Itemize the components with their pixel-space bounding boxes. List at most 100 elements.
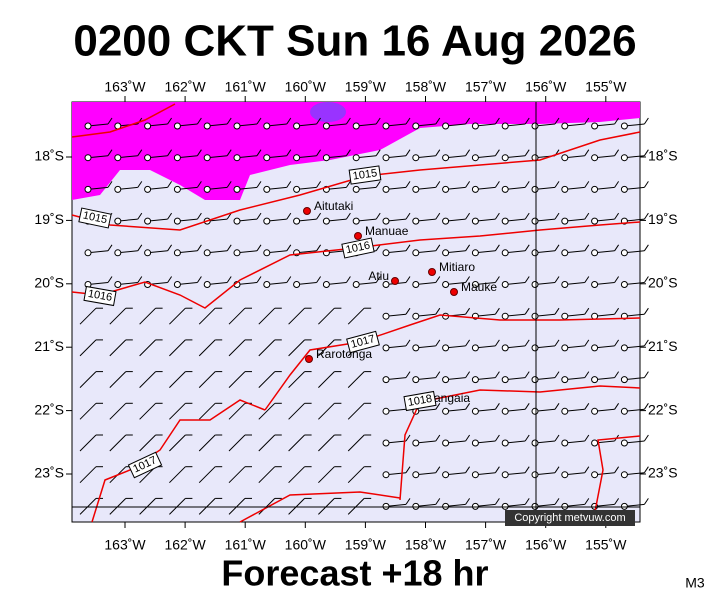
barb-flag bbox=[643, 244, 649, 252]
barb-staff bbox=[228, 307, 246, 325]
barb-staff bbox=[109, 339, 127, 357]
station bbox=[620, 502, 628, 510]
barb-staff bbox=[288, 339, 305, 357]
station bbox=[471, 376, 479, 384]
barb-flag bbox=[405, 498, 411, 505]
station bbox=[620, 407, 628, 415]
barb-flag bbox=[107, 117, 113, 125]
barb-flag bbox=[226, 212, 232, 220]
station bbox=[501, 439, 509, 447]
station bbox=[144, 249, 152, 257]
station bbox=[114, 281, 122, 288]
station bbox=[531, 281, 539, 288]
place-name: Manuae bbox=[365, 224, 409, 238]
barb-flag bbox=[524, 498, 530, 505]
barb-staff bbox=[228, 498, 246, 515]
barb-flag bbox=[375, 117, 381, 125]
station bbox=[293, 217, 301, 225]
barb-staff bbox=[228, 371, 246, 388]
station bbox=[561, 376, 569, 384]
station bbox=[591, 249, 599, 257]
barb-flag bbox=[643, 149, 649, 156]
barb-staff bbox=[318, 466, 335, 484]
lat-label: 21˚S bbox=[34, 338, 64, 354]
station bbox=[382, 344, 390, 352]
lat-label: 19˚S bbox=[34, 211, 64, 227]
lon-label: 162˚W bbox=[164, 537, 206, 553]
place-name: Mauke bbox=[461, 280, 497, 294]
station bbox=[471, 281, 479, 288]
barb-staff bbox=[347, 434, 365, 452]
barb-flag bbox=[465, 403, 471, 410]
station bbox=[412, 281, 420, 288]
isobar-label-box bbox=[83, 285, 117, 307]
barb-flag bbox=[643, 307, 649, 315]
barb-flag bbox=[137, 181, 143, 188]
barb-flag bbox=[226, 244, 232, 252]
station bbox=[352, 281, 360, 288]
barb-flag bbox=[494, 212, 500, 220]
station bbox=[531, 122, 539, 130]
barb-flag bbox=[614, 276, 620, 283]
station bbox=[591, 217, 599, 225]
barb-flag bbox=[465, 181, 471, 188]
station bbox=[620, 249, 628, 257]
station bbox=[591, 376, 599, 384]
station bbox=[471, 185, 479, 193]
barb-flag bbox=[614, 244, 620, 252]
station bbox=[263, 217, 271, 225]
barb-staff bbox=[109, 371, 127, 388]
barb-staff bbox=[318, 498, 335, 515]
station bbox=[501, 312, 509, 320]
barb-flag bbox=[494, 371, 500, 378]
barb-staff bbox=[169, 371, 186, 388]
station bbox=[591, 122, 599, 130]
barb-flag bbox=[316, 212, 322, 220]
barb-staff bbox=[288, 307, 305, 325]
station bbox=[501, 217, 509, 225]
rain-area bbox=[72, 102, 640, 200]
copyright-box bbox=[505, 510, 635, 526]
place-dot bbox=[305, 355, 313, 363]
barb-flag bbox=[435, 117, 441, 125]
barb-staff bbox=[347, 498, 365, 515]
station bbox=[382, 439, 390, 447]
barb-flag bbox=[643, 276, 649, 283]
station bbox=[412, 154, 420, 162]
isobar bbox=[264, 314, 641, 411]
barb-staff bbox=[258, 434, 276, 452]
barb-flag bbox=[256, 244, 262, 252]
station bbox=[561, 249, 569, 257]
barb-flag bbox=[494, 149, 500, 156]
station bbox=[382, 185, 390, 193]
isobar-value: 1015 bbox=[352, 167, 378, 182]
barb-flag bbox=[494, 181, 500, 188]
barb-flag bbox=[554, 181, 560, 188]
station bbox=[263, 281, 271, 288]
station bbox=[561, 122, 569, 130]
station bbox=[173, 281, 181, 288]
barb-flag bbox=[286, 276, 292, 283]
station bbox=[501, 122, 509, 130]
lon-label: 156˚W bbox=[525, 79, 567, 95]
lon-label: 158˚W bbox=[405, 79, 447, 95]
barb-flag bbox=[494, 403, 500, 410]
station bbox=[322, 154, 330, 162]
isobar-value: 1015 bbox=[82, 209, 108, 226]
station bbox=[501, 281, 509, 288]
station bbox=[501, 376, 509, 384]
lon-label: 161˚W bbox=[225, 537, 267, 553]
place-dot bbox=[391, 277, 399, 285]
lon-label: 157˚W bbox=[465, 79, 507, 95]
station bbox=[382, 376, 390, 384]
barb-staff bbox=[318, 371, 335, 388]
barb-flag bbox=[494, 466, 500, 473]
station bbox=[471, 344, 479, 352]
barb-flag bbox=[465, 149, 471, 156]
lon-label: 155˚W bbox=[585, 79, 627, 95]
barb-staff bbox=[169, 339, 186, 357]
barb-flag bbox=[345, 276, 351, 283]
barb-flag bbox=[643, 339, 649, 347]
barb-flag bbox=[524, 276, 530, 283]
station bbox=[263, 185, 271, 193]
